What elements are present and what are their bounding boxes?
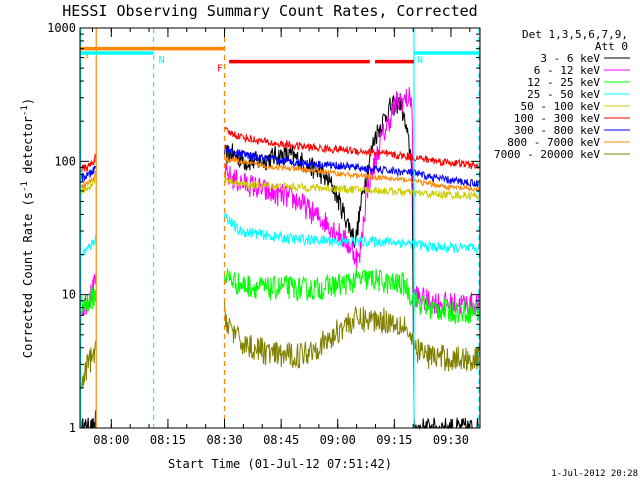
series-line-100to300kev [224, 126, 481, 170]
series-line-300to800kev [224, 146, 481, 188]
chart-title: HESSI Observing Summary Count Rates, Cor… [62, 2, 477, 20]
series-line-pre-300to800kev [81, 164, 96, 182]
y-tick-label-hundred: 100 [54, 154, 76, 168]
y-tick-label-one: 1 [69, 421, 76, 435]
y-axis-label: Corrected Count Rate (s-1 detector-1) [20, 98, 35, 358]
legend-label-100to300kev: 100 - 300 keV [514, 112, 600, 125]
series-line-pre-25to50kev [81, 235, 96, 257]
legend-header-line1: Det 1,3,5,6,7,9, [522, 28, 628, 41]
legend-label-12to25kev: 12 - 25 keV [527, 76, 600, 89]
legend-label-300to800kev: 300 - 800 keV [514, 124, 600, 137]
legend-label-3to6kev: 3 - 6 keV [540, 52, 600, 65]
series-line-pre-12to25kev [81, 286, 96, 313]
flag-label-n: N [159, 55, 165, 66]
series-100to300kev [81, 126, 481, 173]
series-800to7000kev [81, 156, 481, 193]
series-line-pre-7000to20000kev [81, 341, 96, 389]
y-axis: 1 10 100 1000 [47, 21, 480, 435]
x-tick-label-0830: 08:30 [206, 433, 242, 447]
series-line-25to50kev [224, 212, 481, 255]
x-tick-label-0930: 09:30 [433, 433, 469, 447]
series-line-12to25kev [224, 268, 481, 325]
flag-label-f: F [217, 64, 223, 75]
y-tick-label-thousand: 1000 [47, 21, 76, 35]
series-25to50kev [81, 212, 481, 257]
series-line-6to12kev [224, 87, 481, 317]
x-tick-label-0915: 09:15 [376, 433, 412, 447]
legend-label-6to12kev: 6 - 12 keV [534, 64, 601, 77]
plot-frame [79, 27, 481, 429]
legend-label-50to100kev: 50 - 100 keV [521, 100, 601, 113]
legend-label-7000to20000kev: 7000 - 20000 keV [494, 148, 600, 161]
y-tick-label-ten: 10 [62, 288, 76, 302]
x-tick-label-0815: 08:15 [150, 433, 186, 447]
flag-label-n: N [417, 55, 423, 66]
x-tick-label-0900: 09:00 [320, 433, 356, 447]
legend-label-800to7000kev: 800 - 7000 keV [507, 136, 600, 149]
series-300to800kev [81, 146, 481, 188]
x-axis: 08:00 08:15 08:30 08:45 09:00 09:15 09:30 [91, 28, 471, 447]
timestamp: 1-Jul-2012 20:28 [551, 469, 638, 479]
x-axis-label: Start Time (01-Jul-12 07:51:42) [168, 457, 392, 471]
series-7000to20000kev [81, 302, 481, 389]
x-tick-label-0800: 08:00 [93, 433, 129, 447]
legend-label-25to50kev: 25 - 50 keV [527, 88, 600, 101]
series-line-50to100kev [224, 174, 481, 201]
series-line-pre-800to7000kev [81, 171, 96, 188]
legend-header-line2: Att 0 [595, 40, 628, 53]
plot-area: S N N F [80, 28, 481, 430]
series-12to25kev [81, 268, 481, 325]
series-line-pre-100to300kev [81, 153, 96, 173]
series-line-7000to20000kev [224, 302, 481, 372]
flag-label-s: S [83, 51, 89, 62]
series-line-800to7000kev [224, 156, 481, 193]
x-tick-label-0845: 08:45 [263, 433, 299, 447]
